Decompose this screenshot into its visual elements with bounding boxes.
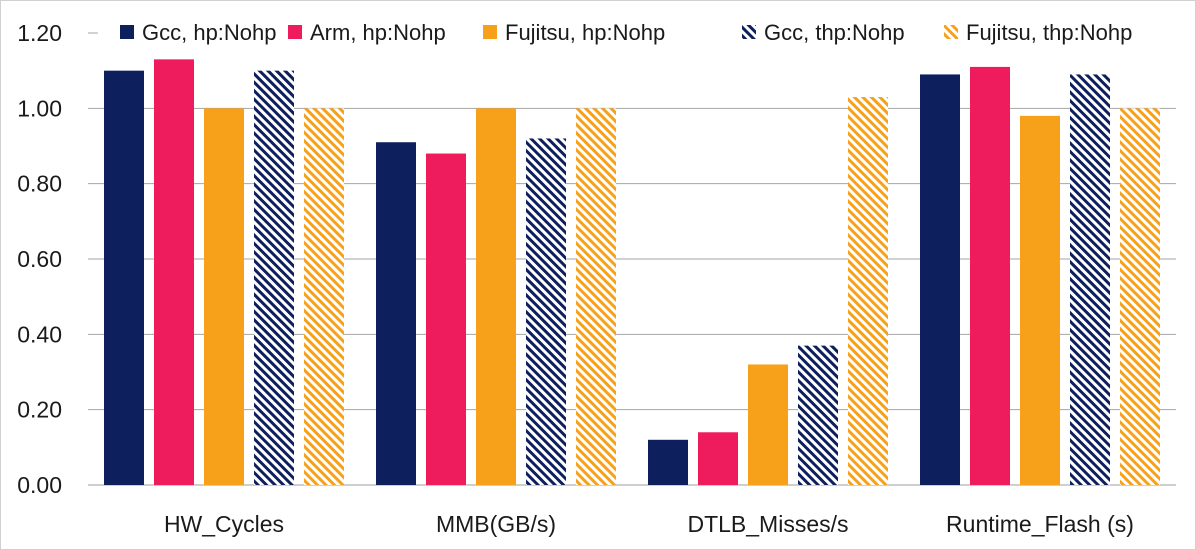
x-category-label: MMB(GB/s): [436, 511, 556, 537]
legend: Gcc, hp:Nohp Arm, hp:Nohp Fujitsu, hp:Nohp…: [98, 14, 1176, 52]
bar-gcc-hp-nohp-dtlb-misses-s: [648, 439, 688, 485]
y-tick-label: 0.20: [17, 397, 62, 423]
gridlines: [88, 32, 1176, 486]
bar-gcc-thp-nohp-runtime-flash-s: [1070, 74, 1110, 485]
y-tick-label: 0.00: [17, 472, 62, 498]
bar-gcc-hp-nohp-runtime-flash-s: [920, 74, 960, 485]
bars: [104, 59, 1160, 486]
x-category-label: Runtime_Flash (s): [946, 511, 1134, 537]
bar-fujitsu-hp-nohp-dtlb-misses-s: [748, 364, 788, 485]
bar-fujitsu-thp-nohp-dtlb-misses-s: [848, 97, 888, 486]
bar-gcc-hp-nohp-hw-cycles: [104, 70, 144, 486]
legend-swatch-gcc-hp-nohp: [120, 25, 134, 39]
legend-label-gcc-thp-nohp: Gcc, thp:Nohp: [764, 20, 905, 45]
bar-arm-hp-nohp-hw-cycles: [154, 59, 194, 485]
axes: 0.00 0.20 0.40 0.60 0.80 1.00 1.20 HW_Cycles MMB…: [17, 20, 1134, 537]
legend-swatch-gcc-thp-nohp: [742, 25, 756, 39]
legend-label-gcc-hp-nohp: Gcc, hp:Nohp: [142, 20, 277, 45]
legend-swatch-fujitsu-hp-nohp: [483, 25, 497, 39]
y-tick-label: 1.00: [17, 95, 62, 121]
bar-fujitsu-hp-nohp-runtime-flash-s: [1020, 115, 1060, 485]
legend-label-arm-hp-nohp: Arm, hp:Nohp: [310, 20, 446, 45]
legend-swatch-arm-hp-nohp: [288, 25, 302, 39]
bar-fujitsu-hp-nohp-hw-cycles: [204, 108, 244, 485]
x-category-label: DTLB_Misses/s: [687, 511, 848, 537]
bar-gcc-thp-nohp-mmb-gb-s: [526, 138, 566, 485]
legend-background: [98, 14, 1176, 52]
bar-fujitsu-thp-nohp-hw-cycles: [304, 108, 344, 485]
legend-swatch-fujitsu-thp-nohp: [944, 25, 958, 39]
bar-arm-hp-nohp-dtlb-misses-s: [698, 432, 738, 485]
bar-fujitsu-thp-nohp-runtime-flash-s: [1120, 108, 1160, 485]
y-tick-label: 0.60: [17, 246, 62, 272]
legend-label-fujitsu-hp-nohp: Fujitsu, hp:Nohp: [505, 20, 665, 45]
bar-arm-hp-nohp-runtime-flash-s: [970, 66, 1010, 486]
x-category-label: HW_Cycles: [164, 511, 284, 537]
bar-fujitsu-hp-nohp-mmb-gb-s: [476, 108, 516, 485]
bar-gcc-hp-nohp-mmb-gb-s: [376, 142, 416, 485]
y-tick-label: 1.20: [17, 20, 62, 46]
bar-arm-hp-nohp-mmb-gb-s: [426, 153, 466, 486]
bar-gcc-thp-nohp-dtlb-misses-s: [798, 345, 838, 485]
bar-gcc-thp-nohp-hw-cycles: [254, 70, 294, 486]
y-tick-label: 0.40: [17, 321, 62, 347]
y-tick-label: 0.80: [17, 171, 62, 197]
legend-label-fujitsu-thp-nohp: Fujitsu, thp:Nohp: [966, 20, 1132, 45]
bar-fujitsu-thp-nohp-mmb-gb-s: [576, 108, 616, 485]
